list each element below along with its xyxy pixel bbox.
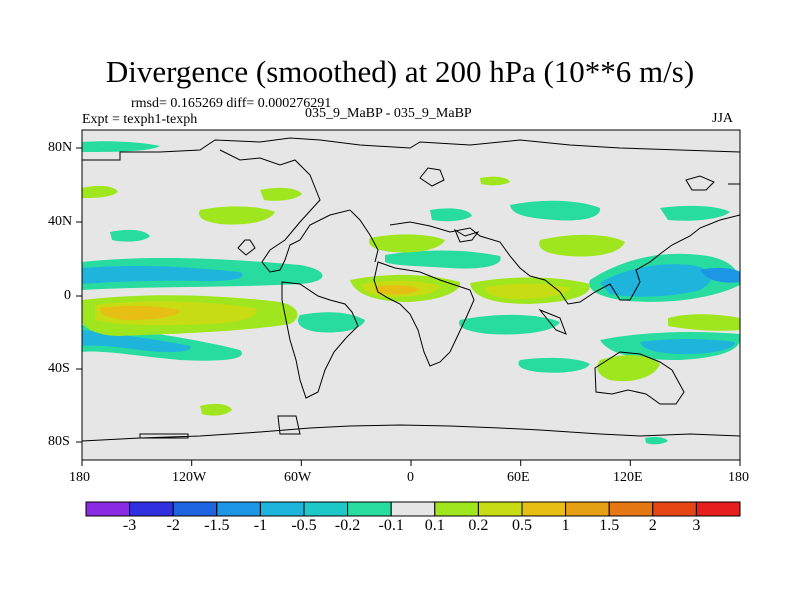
colorbar-label: 2 [648, 517, 657, 534]
colorbar-box [477, 501, 523, 517]
colorbar-label: 3 [692, 517, 701, 534]
lat-tick-label: 80S [48, 434, 70, 449]
colorbar-label: 1.5 [599, 517, 620, 534]
colorbar-box [434, 501, 479, 517]
colorbar-box [259, 501, 305, 517]
lon-tick-label: 120W [172, 470, 207, 485]
colorbar-box [216, 501, 261, 517]
positive-divergence-fills [82, 176, 740, 445]
colorbar-label: -0.1 [378, 517, 404, 534]
colorbar-box [172, 501, 218, 517]
colorbar-box [652, 501, 697, 517]
lon-tick-label: 120E [613, 470, 643, 485]
colorbar-label: -3 [122, 517, 137, 534]
plot-title: Divergence (smoothed) at 200 hPa (10**6 … [105, 54, 695, 89]
lat-tick-label: 80N [48, 140, 73, 155]
colorbar-box [303, 501, 349, 517]
colorbar-label: 0.2 [468, 517, 489, 534]
lon-tick-label: 180 [69, 470, 90, 485]
colorbar-box [565, 501, 610, 517]
colorbar-box [129, 501, 174, 517]
season-label: JJA [712, 111, 734, 126]
colorbar-label: -1 [253, 517, 268, 534]
negative-divergence-fills [82, 141, 740, 373]
colorbar-box [521, 501, 567, 517]
colorbar-label: -0.5 [291, 517, 317, 534]
colorbar-box [347, 501, 392, 517]
colorbar-label: -2 [166, 517, 180, 534]
colorbar-box [390, 501, 436, 517]
axis-ticks [76, 147, 741, 466]
lat-tick-label: 40N [48, 214, 73, 229]
comparison-line: 035_9_MaBP - 035_9_MaBP [305, 106, 472, 121]
lon-tick-label: 60E [507, 470, 530, 485]
coastlines [82, 137, 740, 442]
lat-tick-label: 40S [48, 361, 70, 376]
experiment-line: Expt = texph1-texph [82, 112, 198, 127]
lon-tick-label: 180 [728, 470, 749, 485]
colorbar-label: 0.1 [424, 517, 445, 534]
colorbar-box [85, 501, 131, 517]
lat-tick-label: 0 [64, 288, 71, 303]
colorbar-box [608, 501, 654, 517]
colorbar [85, 501, 741, 517]
colorbar-label: -1.5 [204, 517, 230, 534]
stats-line: rmsd= 0.165269 diff= 0.000276291 [131, 96, 332, 111]
lon-tick-label: 0 [407, 470, 414, 485]
colorbar-box [695, 501, 741, 517]
colorbar-label: -0.2 [334, 517, 361, 534]
colorbar-label: 0.5 [512, 517, 532, 534]
colorbar-label: 1 [561, 517, 570, 534]
lon-tick-label: 60W [284, 470, 312, 485]
